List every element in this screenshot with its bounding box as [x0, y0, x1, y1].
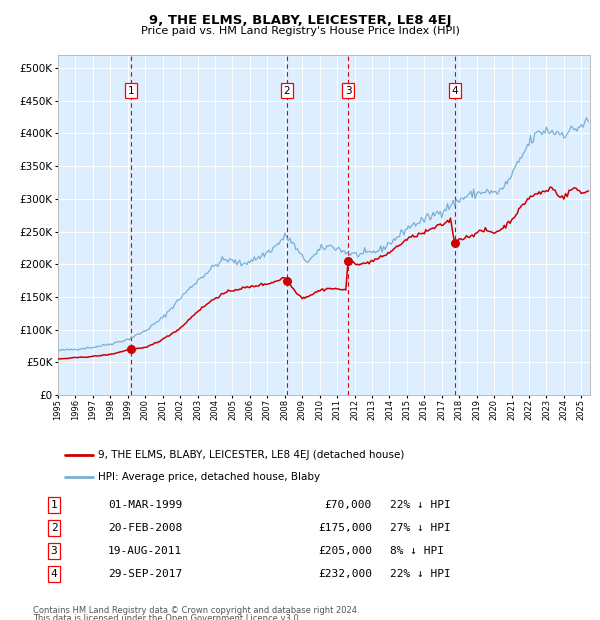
Text: 22% ↓ HPI: 22% ↓ HPI — [390, 500, 451, 510]
Text: 4: 4 — [50, 569, 58, 579]
Text: 9, THE ELMS, BLABY, LEICESTER, LE8 4EJ: 9, THE ELMS, BLABY, LEICESTER, LE8 4EJ — [149, 14, 451, 27]
Text: 3: 3 — [345, 86, 352, 95]
Text: £232,000: £232,000 — [318, 569, 372, 579]
Text: 22% ↓ HPI: 22% ↓ HPI — [390, 569, 451, 579]
Point — [450, 238, 460, 248]
Text: Contains HM Land Registry data © Crown copyright and database right 2024.: Contains HM Land Registry data © Crown c… — [33, 606, 359, 616]
Text: 1: 1 — [50, 500, 58, 510]
Text: Price paid vs. HM Land Registry's House Price Index (HPI): Price paid vs. HM Land Registry's House … — [140, 26, 460, 36]
Point — [282, 276, 292, 286]
Text: 9, THE ELMS, BLABY, LEICESTER, LE8 4EJ (detached house): 9, THE ELMS, BLABY, LEICESTER, LE8 4EJ (… — [97, 450, 404, 459]
Text: 2: 2 — [284, 86, 290, 95]
Point — [343, 256, 353, 266]
Text: 20-FEB-2008: 20-FEB-2008 — [108, 523, 182, 533]
Text: 19-AUG-2011: 19-AUG-2011 — [108, 546, 182, 556]
Text: 01-MAR-1999: 01-MAR-1999 — [108, 500, 182, 510]
Text: £175,000: £175,000 — [318, 523, 372, 533]
Text: 29-SEP-2017: 29-SEP-2017 — [108, 569, 182, 579]
Text: £70,000: £70,000 — [325, 500, 372, 510]
Text: 1: 1 — [127, 86, 134, 95]
Text: 4: 4 — [451, 86, 458, 95]
Text: 8% ↓ HPI: 8% ↓ HPI — [390, 546, 444, 556]
Point — [126, 344, 136, 354]
Text: 3: 3 — [50, 546, 58, 556]
Text: This data is licensed under the Open Government Licence v3.0.: This data is licensed under the Open Gov… — [33, 614, 301, 620]
Text: 27% ↓ HPI: 27% ↓ HPI — [390, 523, 451, 533]
Text: HPI: Average price, detached house, Blaby: HPI: Average price, detached house, Blab… — [97, 472, 320, 482]
Text: £205,000: £205,000 — [318, 546, 372, 556]
Text: 2: 2 — [50, 523, 58, 533]
